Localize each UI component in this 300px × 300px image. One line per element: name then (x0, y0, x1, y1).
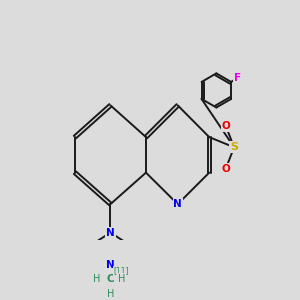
Text: N: N (106, 228, 115, 238)
Text: C: C (106, 274, 114, 284)
Text: H: H (92, 274, 100, 284)
Text: H: H (118, 274, 125, 284)
Text: H: H (107, 289, 114, 298)
Text: F: F (234, 73, 241, 83)
Text: O: O (221, 121, 230, 131)
Text: O: O (221, 164, 230, 174)
Text: N: N (173, 199, 182, 209)
Text: S: S (230, 142, 238, 152)
Text: [11]: [11] (113, 266, 129, 275)
Text: N: N (106, 260, 115, 270)
